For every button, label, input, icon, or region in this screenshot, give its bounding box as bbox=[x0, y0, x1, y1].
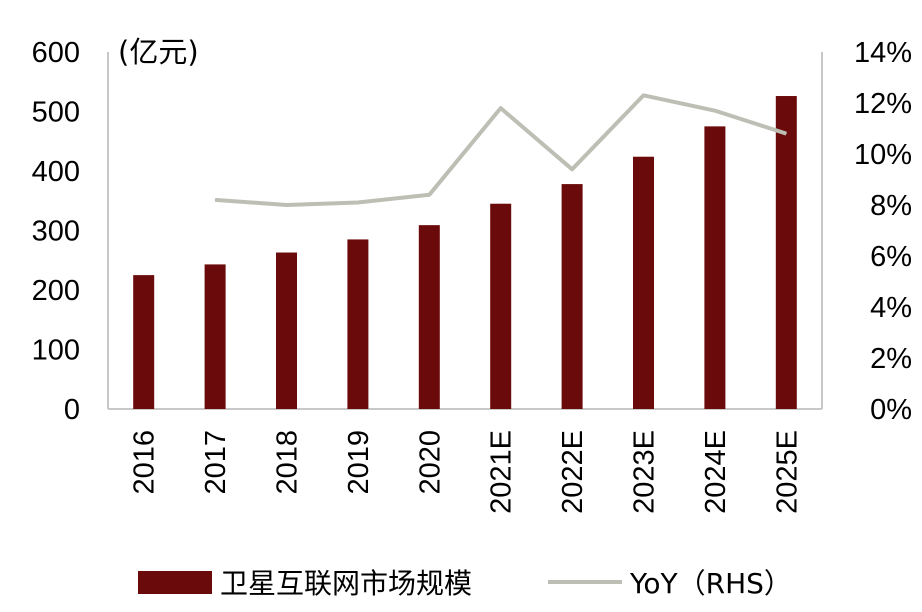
x-tick-label: 2018 bbox=[272, 430, 304, 495]
right-y-tick-label: 2% bbox=[870, 343, 912, 375]
bar bbox=[490, 203, 512, 409]
x-tick-label: 2023E bbox=[629, 430, 661, 514]
bar bbox=[633, 156, 654, 409]
x-tick-label: 2017 bbox=[200, 430, 232, 495]
left-y-tick-label: 0 bbox=[64, 394, 80, 426]
x-tick-label: 2020 bbox=[414, 430, 446, 495]
legend-bar-label: 卫星互联网市场规模 bbox=[220, 567, 472, 600]
x-tick-label: 2021E bbox=[486, 430, 518, 514]
bar bbox=[347, 239, 369, 409]
yoy-point bbox=[714, 110, 716, 112]
bar bbox=[561, 184, 583, 409]
yoy-point bbox=[214, 199, 216, 201]
yoy-point bbox=[428, 194, 430, 196]
right-y-tick-label: 6% bbox=[870, 241, 912, 273]
bar bbox=[133, 275, 155, 409]
yoy-point bbox=[286, 204, 287, 206]
left-y-tick-labels: 0 100 200 300 400 500 600 bbox=[32, 37, 80, 426]
legend-line-label: YoY（RHS） bbox=[629, 567, 792, 600]
bar bbox=[704, 126, 726, 409]
x-tick-label: 2024E bbox=[700, 430, 732, 514]
right-y-tick-label: 8% bbox=[870, 190, 912, 222]
right-y-tick-label: 0% bbox=[870, 394, 912, 426]
bar bbox=[418, 225, 440, 409]
yoy-point bbox=[357, 201, 359, 203]
left-y-tick-label: 300 bbox=[32, 216, 80, 248]
yoy-line-layer bbox=[214, 93, 787, 207]
yoy-point bbox=[785, 133, 787, 135]
left-y-tick-label: 200 bbox=[32, 275, 80, 307]
left-y-tick-label: 600 bbox=[32, 37, 80, 69]
bar bbox=[276, 252, 297, 409]
left-y-tick-label: 100 bbox=[32, 335, 80, 367]
bar bbox=[204, 264, 226, 409]
right-y-tick-label: 14% bbox=[854, 37, 912, 69]
x-tick-label: 2025E bbox=[771, 430, 803, 514]
yoy-line bbox=[214, 93, 787, 207]
x-tick-labels: 2016 2017 2018 2019 2020 2021E 2022E 2023E 2024E… bbox=[129, 430, 804, 514]
axes bbox=[107, 52, 823, 410]
right-y-tick-labels: 0% 2% 4% 6% 8% 10% 12% 14% bbox=[854, 37, 912, 426]
left-y-tick-label: 500 bbox=[32, 97, 80, 129]
yoy-point bbox=[571, 168, 573, 170]
unit-label: (亿元) bbox=[118, 35, 199, 69]
right-y-tick-label: 10% bbox=[854, 139, 912, 171]
x-tick-label: 2019 bbox=[343, 430, 375, 495]
x-tick-label: 2016 bbox=[129, 430, 161, 495]
yoy-point bbox=[643, 94, 644, 96]
yoy-point bbox=[500, 107, 502, 109]
bar bbox=[775, 96, 797, 409]
legend: 卫星互联网市场规模 YoY（RHS） bbox=[138, 567, 792, 600]
bars bbox=[133, 96, 797, 409]
right-y-tick-label: 4% bbox=[870, 292, 912, 324]
x-tick-label: 2022E bbox=[557, 430, 589, 514]
left-y-tick-label: 400 bbox=[32, 156, 80, 188]
right-y-tick-label: 12% bbox=[854, 88, 912, 120]
legend-bar-swatch bbox=[138, 571, 212, 594]
